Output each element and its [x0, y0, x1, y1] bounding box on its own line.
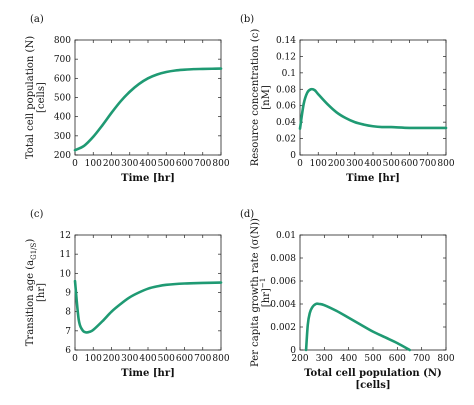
x-axis-label: Time [hr]	[121, 368, 175, 379]
x-tick-label: 100	[85, 159, 102, 169]
x-tick-label: 800	[212, 159, 229, 169]
x-tick-label: 700	[419, 159, 436, 169]
x-tick-label: 0	[72, 354, 78, 364]
x-tick-label: 300	[121, 159, 138, 169]
y-tick-label: 0.004	[270, 300, 296, 310]
y-axis-unit: [cells]	[36, 82, 47, 113]
x-tick-label: 500	[158, 354, 175, 364]
x-tick-label: 300	[316, 354, 333, 364]
series-line	[73, 279, 223, 334]
y-tick-label: 8	[65, 308, 71, 318]
y-tick-label: 0.01	[276, 231, 296, 241]
y-tick-label: 0.002	[270, 323, 296, 333]
x-tick-label: 500	[158, 159, 175, 169]
y-axis-label: Resource concentration (c)	[250, 29, 261, 167]
x-tick-label: 200	[103, 354, 120, 364]
y-axis-unit: [hr]	[36, 283, 47, 302]
x-tick-label: 300	[346, 159, 363, 169]
x-tick-label: 0	[297, 159, 303, 169]
y-tick-label: 0.08	[276, 85, 296, 95]
y-tick-label: 300	[54, 132, 71, 142]
x-tick-label: 600	[176, 354, 193, 364]
plot-frame	[74, 234, 222, 351]
y-axis-label: Transition age (aG1/S)	[25, 239, 38, 347]
x-axis-label: Time [hr]	[121, 173, 175, 184]
x-tick-label: 700	[194, 354, 211, 364]
y-tick-label: 12	[60, 231, 71, 241]
y-tick-label: 0.06	[276, 102, 296, 112]
x-tick-label: 400	[139, 354, 156, 364]
y-tick-label: 500	[54, 94, 71, 104]
y-tick-label: 0.04	[276, 118, 296, 128]
x-axis-label: Total cell population (N)	[304, 368, 442, 379]
y-tick-label: 0.14	[276, 36, 296, 46]
y-tick-label: 700	[54, 55, 71, 65]
x-tick-label: 800	[437, 354, 454, 364]
x-tick-label: 100	[310, 159, 327, 169]
y-tick-label: 9	[65, 289, 71, 299]
x-tick-label: 400	[139, 159, 156, 169]
series-line	[304, 302, 412, 352]
y-tick-label: 10	[60, 269, 72, 279]
x-tick-label: 800	[437, 159, 454, 169]
panel-b: (b) 0 100 200 300 400 500 600 700 800 0 0.02 0.04 0.0…	[240, 14, 455, 184]
x-tick-label: 600	[389, 354, 406, 364]
panel-label: (d)	[240, 209, 254, 220]
x-tick-label: 400	[364, 159, 381, 169]
panel-c: (c) 0 100 200 300 400 500 600 700 800 6 7 8 9 10 11 12 Ti…	[25, 209, 230, 379]
x-tick-label: 300	[121, 354, 138, 364]
y-axis-label: Total cell population (N)	[25, 36, 36, 159]
y-tick-label: 6	[65, 346, 71, 356]
series-line	[298, 87, 448, 131]
x-tick-label: 600	[401, 159, 418, 169]
x-tick-label: 600	[176, 159, 193, 169]
panel-label: (b)	[240, 14, 254, 25]
panel-d: (d) 200 300 400 500 600 700 800 0 0.002 0.004 0.006…	[240, 209, 455, 391]
x-axis-label: Time [hr]	[346, 173, 400, 184]
x-tick-label: 400	[340, 354, 357, 364]
x-tick-label: 200	[328, 159, 345, 169]
y-tick-label: 0.02	[276, 135, 296, 145]
y-tick-label: 7	[65, 327, 71, 337]
x-axis-unit: [cells]	[355, 380, 390, 391]
x-tick-label: 200	[103, 159, 120, 169]
y-tick-label: 0.1	[282, 69, 296, 79]
x-tick-label: 700	[194, 159, 211, 169]
y-tick-label: 0	[290, 346, 296, 356]
y-tick-label: 0.12	[276, 52, 296, 62]
y-axis-label: Per capita growth rate (σ(N))	[250, 218, 261, 367]
x-tick-label: 100	[85, 354, 102, 364]
y-tick-label: 11	[60, 250, 71, 260]
y-tick-label: 0.006	[270, 277, 296, 287]
x-tick-label: 200	[291, 354, 308, 364]
x-tick-label: 800	[212, 354, 229, 364]
plot-frame	[74, 39, 222, 156]
x-tick-label: 500	[383, 159, 400, 169]
y-tick-label: 600	[54, 74, 71, 84]
y-tick-label: 400	[54, 113, 71, 123]
panel-label: (c)	[30, 209, 44, 220]
y-tick-label: 0.008	[270, 254, 296, 264]
panel-a: (a)0 100 200 300 400 500 600 700 800200300400500…	[25, 14, 230, 184]
x-tick-label: 500	[364, 354, 381, 364]
y-tick-label: 0	[290, 151, 296, 161]
y-axis-unit: [nM]	[261, 85, 272, 110]
x-tick-label: 700	[413, 354, 430, 364]
series-line	[73, 67, 223, 152]
panel-label: (a)	[30, 14, 44, 25]
y-tick-label: 200	[54, 151, 71, 161]
y-tick-label: 800	[54, 36, 71, 46]
x-tick-label: 0	[72, 159, 78, 169]
